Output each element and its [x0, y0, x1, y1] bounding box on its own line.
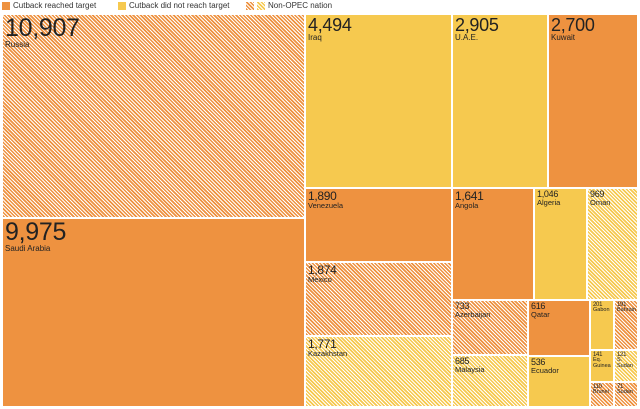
cell-value: 685	[455, 356, 470, 366]
legend-label: Cutback reached target	[13, 1, 97, 10]
treemap-cell: 2,905 U.A.E.	[452, 14, 548, 188]
treemap-cell: 9,975 Saudi Arabia	[2, 218, 305, 407]
cell-value: 10,907	[5, 14, 80, 42]
treemap-cell: 2,700 Kuwait	[548, 14, 638, 188]
treemap-cell: 1,890 Venezuela	[305, 188, 452, 262]
cell-label: S. Sudan	[617, 357, 633, 369]
cell-value: 9,975	[5, 218, 67, 246]
treemap-cell: 969 Oman	[587, 188, 638, 300]
cell-value: 1,890	[308, 189, 337, 203]
cell-value: 141	[593, 352, 603, 358]
cell-label: Brunei	[593, 389, 609, 395]
cell-label: Algeria	[537, 198, 561, 207]
cell-label: Venezuela	[308, 201, 344, 210]
cell-value: 71	[617, 384, 624, 390]
cell-label: Iraq	[308, 33, 322, 42]
cell-value: 616	[531, 301, 546, 311]
cell-value: 1,046	[537, 189, 559, 199]
cell-value: 733	[455, 301, 470, 311]
treemap-cell: 536 Ecuador	[528, 356, 590, 407]
cell-label: Mexico	[308, 275, 332, 284]
legend-swatch	[2, 1, 10, 10]
cell-value: 969	[590, 189, 605, 199]
legend-label: Cutback did not reach target	[129, 1, 230, 10]
cell-value: 1,771	[308, 337, 337, 351]
treemap-cell: 10,907 Russia	[2, 14, 305, 218]
cell-value: 4,494	[308, 15, 352, 35]
legend-label: Non-OPEC nation	[268, 1, 333, 10]
legend-swatch	[257, 1, 265, 10]
legend-swatch	[246, 1, 254, 10]
treemap-cell: 121 S. Sudan	[614, 350, 638, 382]
legend-item: Cutback did not reach target	[118, 1, 230, 10]
treemap-cell: 1,874 Mexico	[305, 262, 452, 336]
cell-label: Gabon	[593, 307, 610, 313]
treemap-cell: 4,494 Iraq	[305, 14, 452, 188]
cell-value: 536	[531, 357, 546, 367]
cell-label: Angola	[455, 201, 479, 210]
treemap-cell: 141 Eq. Guinea	[590, 350, 614, 382]
treemap-cell: 1,641 Angola	[452, 188, 534, 300]
cell-label: Russia	[5, 40, 30, 49]
cell-label: Bahrain	[617, 307, 636, 313]
treemap-cell: 191 Bahrain	[614, 300, 638, 350]
treemap-cell: 201 Gabon	[590, 300, 614, 350]
cell-label: Saudi Arabia	[5, 244, 51, 253]
legend-item: Cutback reached target	[2, 1, 96, 10]
cell-value: 2,905	[455, 15, 499, 35]
cell-label: Ecuador	[531, 366, 559, 375]
cell-value: 2,700	[551, 15, 595, 35]
cell-label: Oman	[590, 198, 611, 207]
cell-value: 121	[617, 352, 627, 358]
treemap-cell: 71 Sudan	[614, 382, 638, 407]
cell-label: Eq. Guinea	[593, 357, 611, 369]
cell-label: Azerbaijan	[455, 310, 491, 319]
legend-item: Non-OPEC nation	[246, 1, 332, 10]
cell-value: 201	[593, 302, 603, 308]
cell-label: Malaysia	[455, 365, 485, 374]
cell-label: Kazakhstan	[308, 349, 348, 358]
treemap-cell: 1,046 Algeria	[534, 188, 587, 300]
treemap-cell: 616 Qatar	[528, 300, 590, 356]
cell-label: Qatar	[531, 310, 550, 319]
cell-value: 191	[617, 302, 627, 308]
cell-label: U.A.E.	[455, 33, 479, 42]
cell-value: 1,641	[455, 189, 484, 203]
treemap-cell: 110 Brunei	[590, 382, 614, 407]
treemap-cell: 1,771 Kazakhstan	[305, 336, 452, 407]
cell-label: Sudan	[617, 389, 633, 395]
legend-swatch	[118, 1, 126, 10]
cell-value: 110	[593, 384, 602, 390]
treemap-cell: 733 Azerbaijan	[452, 300, 528, 355]
treemap-cell: 685 Malaysia	[452, 355, 528, 407]
cell-label: Kuwait	[551, 33, 576, 42]
cell-value: 1,874	[308, 263, 337, 277]
